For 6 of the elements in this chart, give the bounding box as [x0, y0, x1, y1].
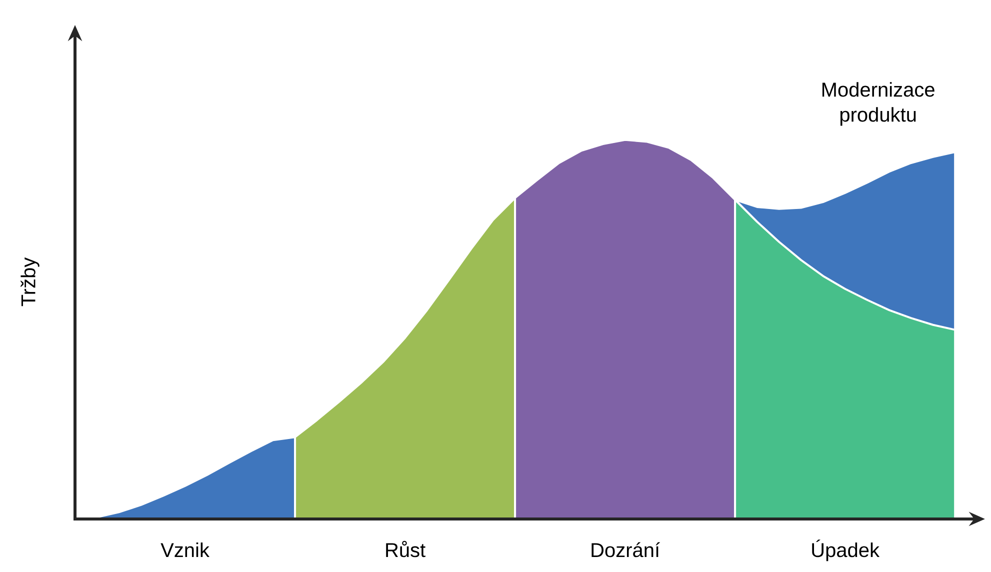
series-label: Modernizace produktu — [822, 82, 934, 126]
series-label: Růst — [386, 540, 426, 558]
series-label: Dozrání — [592, 542, 660, 558]
series-label: Vznik — [160, 542, 210, 557]
series-label: Úpadek — [812, 540, 880, 562]
y-axis-title: Tržby — [20, 257, 40, 306]
